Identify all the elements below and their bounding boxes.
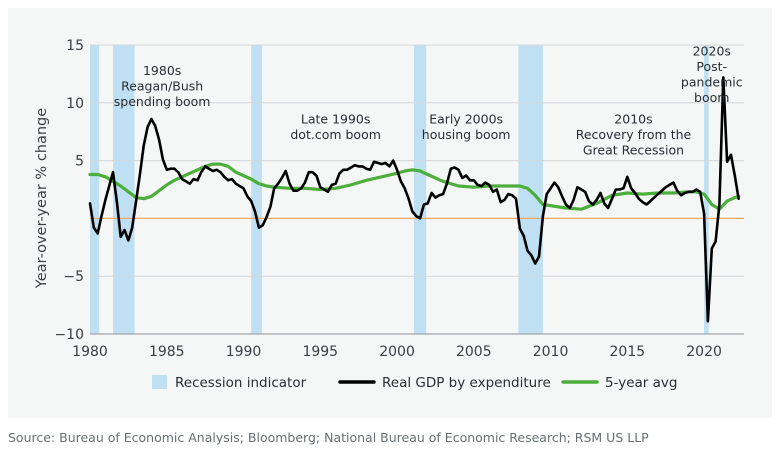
annotation-text: pandemic xyxy=(681,74,743,89)
chart-panel: 1980 1985 1990 1995 2000 2005 2010 2015 2020 15 1… xyxy=(8,8,772,418)
recession-band xyxy=(704,45,709,334)
y-tick-label: −10 xyxy=(54,327,84,343)
x-tick-label: 2000 xyxy=(379,344,415,360)
y-tick-label: 15 xyxy=(66,38,84,54)
annotation-text: 2010s xyxy=(614,112,652,127)
recession-band xyxy=(413,45,427,334)
legend-label: 5-year avg xyxy=(605,375,677,391)
annotation-text: Recovery from the xyxy=(576,127,692,142)
x-tick-label: 1995 xyxy=(302,344,338,360)
x-tick-label: 2010 xyxy=(533,344,569,360)
annotation-text: Late 1990s xyxy=(301,112,371,127)
recession-band xyxy=(251,45,262,334)
annotation-text: dot.com boom xyxy=(290,127,381,142)
legend-swatch-recession xyxy=(152,375,167,389)
annotation-text: spending boom xyxy=(114,94,211,109)
x-tick-label: 2020 xyxy=(686,344,722,360)
y-axis-label: Year-over-year % change xyxy=(34,108,50,289)
gdp-line-chart: 1980 1985 1990 1995 2000 2005 2010 2015 2020 15 1… xyxy=(34,38,744,391)
annotation-text: Great Recession xyxy=(583,143,684,158)
y-tick-label: 10 xyxy=(66,96,84,112)
recession-band xyxy=(90,45,100,334)
annotation-text: Reagan/Bush xyxy=(121,79,203,94)
y-tick-label: −5 xyxy=(63,269,84,285)
annotation-text: 1980s xyxy=(143,63,181,78)
x-tick-label: 1990 xyxy=(226,344,262,360)
legend-label: Recession indicator xyxy=(175,375,307,391)
legend-label: Real GDP by expenditure xyxy=(382,375,551,391)
five-year-avg-series-line xyxy=(88,162,741,211)
source-note: Source: Bureau of Economic Analysis; Blo… xyxy=(8,430,649,445)
x-tick-label: 2015 xyxy=(610,344,646,360)
x-tick-label: 1985 xyxy=(149,344,185,360)
annotation-text: housing boom xyxy=(422,127,511,142)
x-tick-label: 2005 xyxy=(456,344,492,360)
gdp-series-line xyxy=(88,76,740,323)
annotation-text: Early 2000s xyxy=(429,112,503,127)
y-tick-label: 5 xyxy=(75,154,84,170)
annotation-text: Post- xyxy=(696,59,727,74)
annotation-text: 2020s xyxy=(693,43,731,58)
x-tick-label: 1980 xyxy=(72,344,108,360)
annotation-text: boom xyxy=(694,90,729,105)
